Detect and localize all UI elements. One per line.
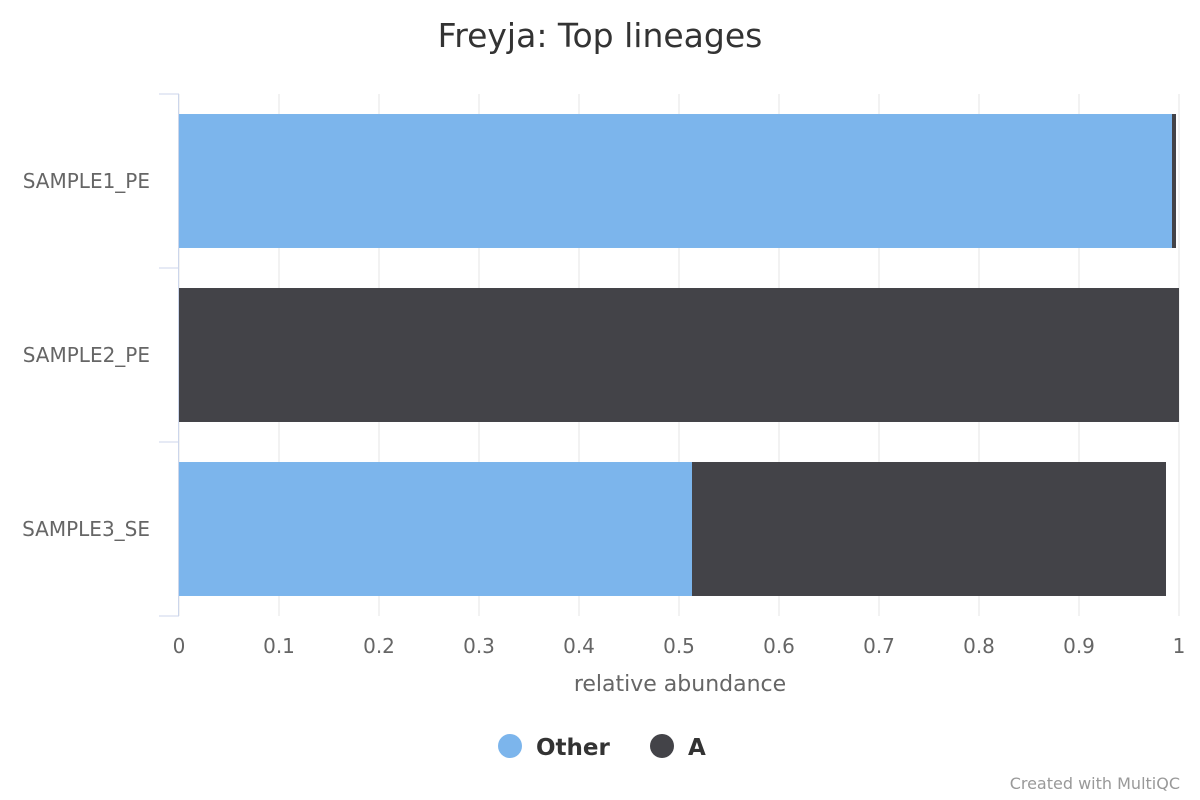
category-label: SAMPLE1_PE: [23, 169, 150, 193]
x-tick-label: 0.3: [463, 634, 495, 658]
category-label: SAMPLE3_SE: [22, 517, 150, 541]
x-tick-label: 0.8: [963, 634, 995, 658]
x-tick-label: 0.6: [763, 634, 795, 658]
bars: [179, 114, 1179, 596]
bar-segment[interactable]: [179, 114, 1172, 248]
credits-text[interactable]: Created with MultiQC: [1010, 774, 1180, 793]
legend-label: A: [688, 735, 706, 761]
x-tick-label: 0.7: [863, 634, 895, 658]
y-axis: SAMPLE1_PE SAMPLE2_PE SAMPLE3_SE: [22, 93, 179, 617]
bar-segment[interactable]: [179, 288, 1179, 422]
x-tick-label: 0.2: [363, 634, 395, 658]
bar-segment[interactable]: [179, 462, 692, 596]
chart-title: Freyja: Top lineages: [438, 16, 763, 55]
bar-segment[interactable]: [1172, 114, 1176, 248]
x-axis: 0 0.1 0.2 0.3 0.4 0.5 0.6 0.7 0.8 0.9 1: [173, 634, 1186, 658]
bar-segment[interactable]: [692, 462, 1166, 596]
x-tick-label: 0: [173, 634, 186, 658]
legend-label: Other: [536, 735, 611, 761]
legend-marker: [498, 734, 522, 758]
legend[interactable]: Other A: [498, 734, 706, 761]
x-tick-label: 0.5: [663, 634, 695, 658]
legend-item[interactable]: Other: [498, 734, 611, 761]
legend-marker: [650, 734, 674, 758]
x-tick-label: 0.1: [263, 634, 295, 658]
x-axis-title: relative abundance: [574, 672, 786, 697]
x-tick-label: 0.9: [1063, 634, 1095, 658]
x-tick-label: 0.4: [563, 634, 595, 658]
legend-item[interactable]: A: [650, 734, 706, 761]
category-label: SAMPLE2_PE: [23, 343, 150, 367]
x-tick-label: 1: [1173, 634, 1186, 658]
